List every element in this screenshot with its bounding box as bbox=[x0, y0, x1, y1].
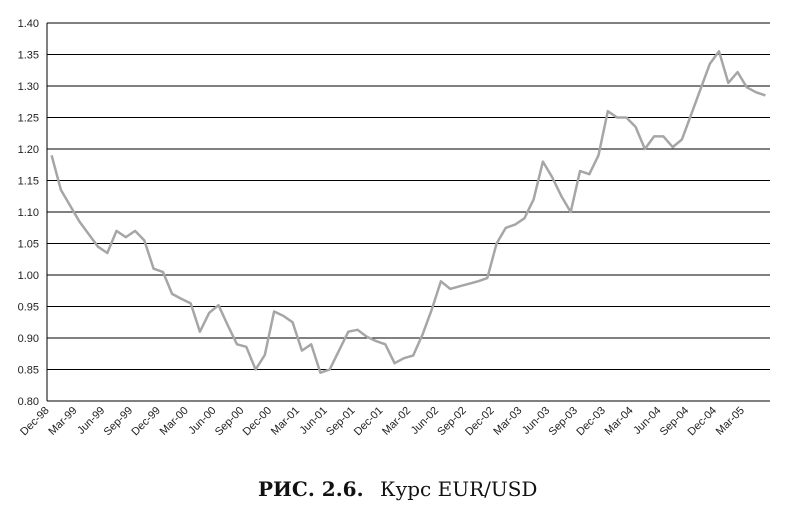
y-tick-label: 0.90 bbox=[18, 333, 39, 345]
y-tick-label: 1.25 bbox=[18, 113, 39, 125]
y-tick-label: 1.15 bbox=[18, 176, 39, 188]
x-tick-label: Sep-02 bbox=[435, 405, 469, 439]
y-tick-label: 0.80 bbox=[18, 396, 39, 408]
x-tick-label: Dec-98 bbox=[18, 405, 52, 439]
x-tick-label: Mar-02 bbox=[380, 405, 413, 438]
y-tick-label: 1.00 bbox=[18, 270, 39, 282]
x-tick-label: Jun-02 bbox=[409, 405, 441, 437]
x-tick-label: Dec-03 bbox=[574, 405, 608, 439]
x-tick-label: Sep-99 bbox=[102, 405, 136, 439]
x-tick-label: Mar-00 bbox=[158, 405, 191, 438]
x-tick-label: Dec-02 bbox=[463, 405, 497, 439]
x-tick-label: Sep-04 bbox=[658, 405, 692, 439]
x-tick-label: Mar-03 bbox=[491, 405, 524, 438]
x-tick-label: Dec-01 bbox=[352, 405, 386, 439]
y-tick-label: 0.85 bbox=[18, 365, 39, 377]
y-tick-label: 1.30 bbox=[18, 81, 39, 93]
x-tick-label: Jun-04 bbox=[631, 405, 663, 437]
x-tick-label: Mar-99 bbox=[46, 405, 79, 438]
x-tick-label: Dec-99 bbox=[129, 405, 163, 439]
x-tick-label: Sep-03 bbox=[547, 405, 581, 439]
y-tick-label: 1.40 bbox=[18, 18, 39, 30]
x-tick-label: Mar-05 bbox=[714, 405, 747, 438]
line bbox=[50, 50, 766, 374]
x-tick-label: Jun-03 bbox=[520, 405, 552, 437]
y-tick-label: 1.05 bbox=[18, 239, 39, 251]
y-tick-label: 1.10 bbox=[18, 207, 39, 219]
x-tick-label: Dec-00 bbox=[241, 405, 275, 439]
x-tick-label: Mar-01 bbox=[269, 405, 302, 438]
x-tick-label: Sep-01 bbox=[324, 405, 358, 439]
y-tick-label: 0.95 bbox=[18, 302, 39, 314]
x-tick-label: Jun-99 bbox=[75, 405, 107, 437]
x-tick-label: Sep-00 bbox=[213, 405, 247, 439]
x-tick-label: Mar-04 bbox=[603, 405, 636, 438]
x-tick-label: Jun-00 bbox=[186, 405, 218, 437]
x-tick-label: Dec-04 bbox=[686, 405, 720, 439]
caption-text: Курс EUR/USD bbox=[380, 477, 537, 501]
x-tick-label: Jun-01 bbox=[298, 405, 330, 437]
y-tick-label: 1.20 bbox=[18, 144, 39, 156]
caption-label: РИС. 2.6. bbox=[258, 477, 364, 501]
y-tick-label: 1.35 bbox=[18, 50, 39, 62]
